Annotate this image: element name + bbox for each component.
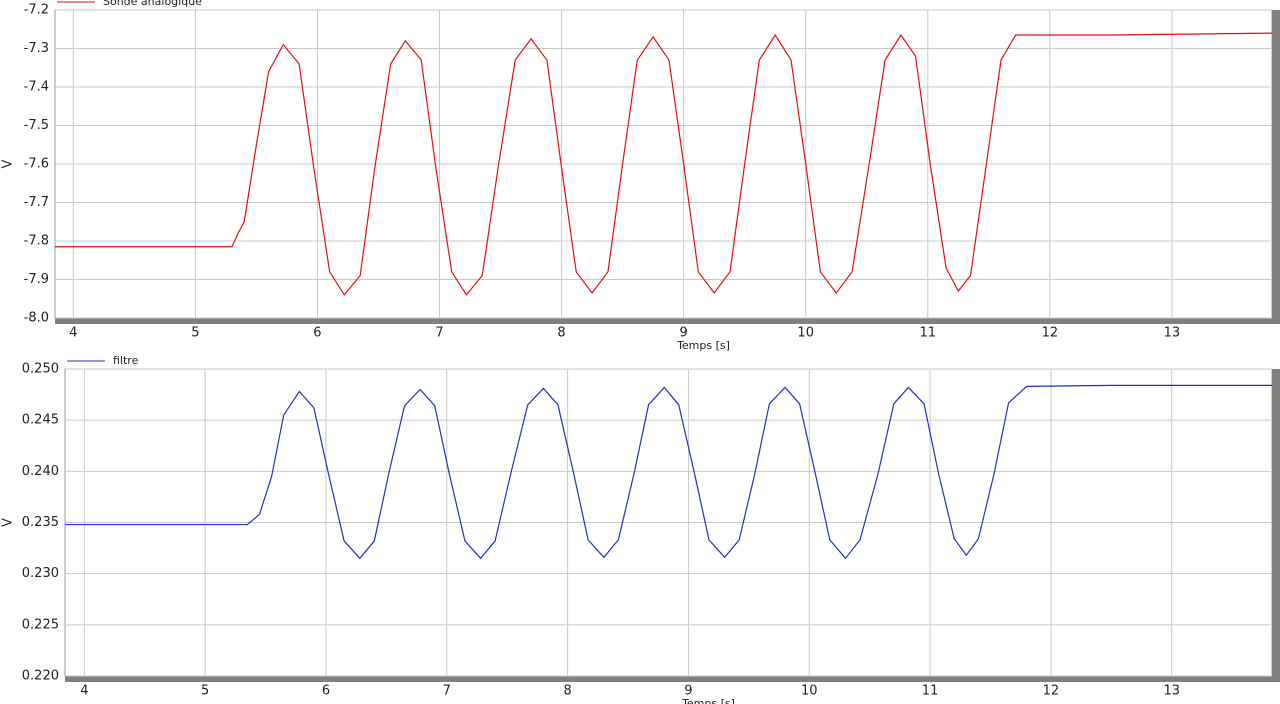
y-axis-title: V bbox=[1, 159, 16, 168]
y-tick-label: 0.220 bbox=[22, 669, 59, 684]
y-tick-label: 0.225 bbox=[22, 617, 59, 632]
y-tick-label: 0.245 bbox=[22, 413, 59, 428]
x-tick-label: 12 bbox=[1042, 326, 1059, 341]
x-tick-label: 11 bbox=[919, 326, 936, 341]
x-tick-label: 13 bbox=[1163, 684, 1180, 699]
x-tick-label: 8 bbox=[557, 326, 565, 341]
axis-shadow bbox=[65, 676, 1280, 682]
y-tick-label: 0.250 bbox=[22, 362, 59, 377]
y-tick-label: -7.8 bbox=[24, 234, 49, 249]
y-tick-label: -7.7 bbox=[24, 195, 49, 210]
legend-label: Sonde analogique bbox=[103, 0, 202, 8]
y-tick-label: -7.3 bbox=[24, 41, 49, 56]
y-tick-label: -7.9 bbox=[24, 272, 49, 287]
x-tick-label: 10 bbox=[801, 684, 818, 699]
x-tick-label: 6 bbox=[313, 326, 321, 341]
y-tick-label: -7.2 bbox=[24, 3, 49, 18]
data-line bbox=[65, 384, 1272, 560]
data-line bbox=[55, 32, 1273, 296]
axis-shadow bbox=[1272, 369, 1280, 682]
x-tick-label: 5 bbox=[191, 326, 199, 341]
x-axis-title: Temps [s] bbox=[681, 697, 735, 704]
x-tick-label: 4 bbox=[69, 326, 77, 341]
axis-shadow bbox=[1272, 10, 1280, 324]
y-tick-label: 0.230 bbox=[22, 566, 59, 581]
x-tick-label: 4 bbox=[80, 684, 88, 699]
x-tick-label: 10 bbox=[797, 326, 814, 341]
y-tick-label: -8.0 bbox=[24, 311, 49, 326]
x-tick-label: 5 bbox=[201, 684, 209, 699]
y-tick-label: -7.6 bbox=[24, 157, 49, 172]
y-tick-label: 0.235 bbox=[22, 515, 59, 530]
y-tick-label: 0.240 bbox=[22, 464, 59, 479]
x-tick-label: 8 bbox=[563, 684, 571, 699]
axis-shadow bbox=[55, 318, 1280, 324]
x-tick-label: 9 bbox=[684, 684, 692, 699]
x-tick-label: 6 bbox=[322, 684, 330, 699]
x-tick-label: 12 bbox=[1043, 684, 1060, 699]
y-axis-title: V bbox=[1, 518, 16, 527]
y-tick-label: -7.5 bbox=[24, 118, 49, 133]
y-tick-label: -7.4 bbox=[24, 80, 49, 95]
x-tick-label: 7 bbox=[443, 684, 451, 699]
x-tick-label: 11 bbox=[922, 684, 939, 699]
legend-label: filtre bbox=[113, 354, 139, 367]
x-tick-label: 7 bbox=[435, 326, 443, 341]
x-axis-title: Temps [s] bbox=[676, 339, 730, 352]
x-tick-label: 9 bbox=[680, 326, 688, 341]
x-tick-label: 13 bbox=[1164, 326, 1181, 341]
